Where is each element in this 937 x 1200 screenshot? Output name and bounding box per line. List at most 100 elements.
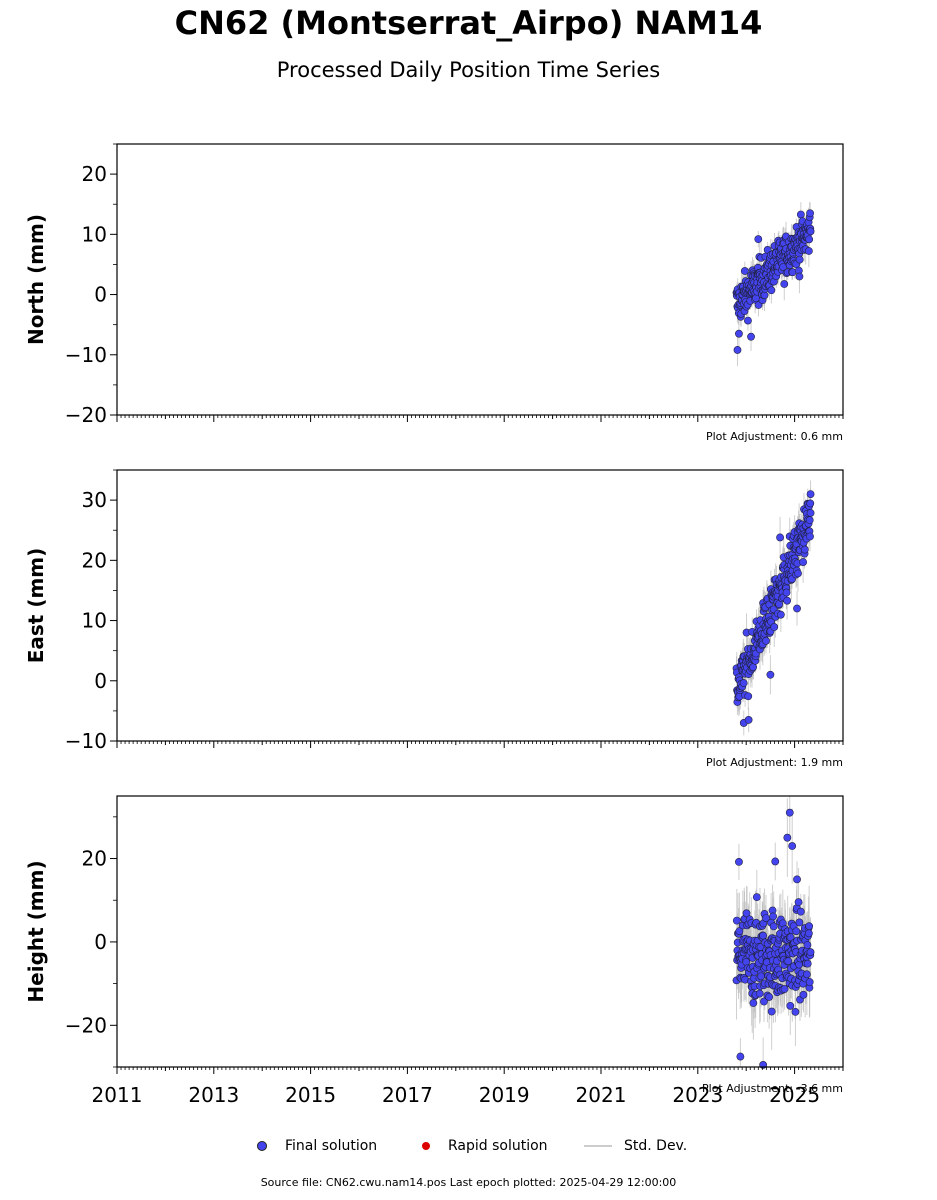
data-point [793,875,801,884]
data-point [776,533,784,542]
data-point [747,332,755,341]
data-point [760,997,768,1006]
data-point [736,1052,745,1061]
legend-std: Std. Dev. [584,1138,687,1154]
data-point [735,927,744,936]
std-line-icon [584,1145,612,1147]
data-point [769,922,778,931]
data-point [805,235,814,244]
x-tick-label: 2017 [382,1083,433,1107]
source-footer: Source file: CN62.cwu.nam14.pos Last epo… [260,1176,677,1189]
legend-std-label: Std. Dev. [624,1138,688,1154]
x-tick-label: 2013 [188,1083,239,1107]
legend: Final solution Rapid solution Std. Dev. [0,1138,937,1158]
data-point [765,993,774,1001]
plot-adjustment-label: Plot Adjustment: -3.6 mm [702,1082,843,1095]
data-point [786,1001,795,1010]
x-tick-label: 2015 [285,1083,336,1107]
data-point [776,610,785,619]
plot-adjustment-label: Plot Adjustment: 1.9 mm [706,756,843,769]
y-axis-label: North (mm) [24,214,48,345]
data-point [762,914,770,923]
data-point [802,970,811,979]
data-point [733,346,742,354]
plot-frame [116,143,844,416]
data-point [735,857,743,866]
data-point [780,280,789,288]
legend-rapid-label: Rapid solution [448,1138,548,1154]
x-tick-label: 2025 [769,1083,820,1107]
data-point [806,209,814,218]
data-point [749,999,758,1007]
data-point [771,857,780,866]
plot-adjustment-label: Plot Adjustment: 0.6 mm [706,430,843,443]
data-point [795,272,804,281]
data-point [754,235,763,244]
data-point [735,329,743,338]
data-point [795,918,804,927]
data-point [799,990,808,999]
data-point [806,227,815,236]
data-point [806,509,815,517]
legend-rapid: Rapid solution [422,1138,548,1154]
data-point [769,912,778,921]
y-tick-label: −10 [65,729,107,753]
data-point [805,922,814,931]
data-point [780,985,789,993]
data-point [806,490,815,498]
data-point [793,604,801,613]
data-point [759,931,768,940]
y-tick-label: 0 [94,930,107,954]
data-point [744,716,753,724]
data-point [804,929,813,938]
x-tick-label: 2023 [672,1083,723,1107]
data-point [794,898,803,907]
data-point [800,545,809,554]
data-point [744,692,753,701]
data-point [785,808,794,817]
data-point [783,833,792,842]
y-tick-label: 0 [94,283,107,307]
data-point [739,679,748,687]
data-point [796,210,805,219]
data-point [804,247,813,255]
data-point [805,978,814,986]
data-point [796,907,805,916]
data-point [752,893,761,902]
y-tick-label: 20 [82,162,107,186]
data-point [806,532,814,541]
legend-final-label: Final solution [285,1138,378,1154]
rapid-marker-icon [422,1142,430,1150]
data-point [783,596,792,605]
data-point [799,558,808,566]
data-point [784,957,793,966]
data-point [770,623,779,631]
data-point [740,267,749,275]
data-point [732,916,741,925]
data-point [794,569,802,578]
data-point [792,927,801,936]
y-tick-label: 10 [82,609,107,633]
y-axis-label: Height (mm) [24,860,48,1002]
chart-title: CN62 (Montserrat_Airpo) NAM14 [174,4,763,42]
x-tick-label: 2011 [92,1083,143,1107]
y-tick-label: −10 [65,343,107,367]
y-tick-label: 20 [82,847,107,871]
x-tick-label: 2021 [576,1083,627,1107]
y-tick-label: −20 [65,1013,107,1037]
data-point [806,499,815,508]
data-point [767,286,776,295]
data-point [803,959,812,968]
x-tick-label: 2019 [479,1083,530,1107]
data-point [755,989,764,998]
data-point [791,1007,800,1016]
data-point [742,909,751,918]
y-tick-label: 10 [82,222,107,246]
y-tick-label: 0 [94,669,107,693]
data-point [805,516,814,525]
y-tick-label: 20 [82,548,107,572]
y-axis-label: East (mm) [24,548,48,664]
legend-final: Final solution [257,1138,377,1154]
data-point [803,941,812,949]
